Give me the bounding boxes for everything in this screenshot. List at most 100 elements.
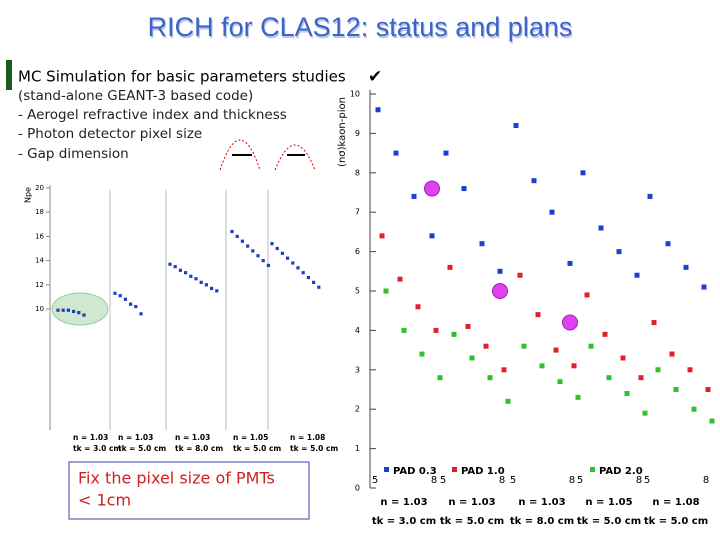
data-point: [82, 313, 86, 317]
data-point: [72, 309, 76, 314]
data-point: [447, 264, 453, 270]
group-label: tk = 3.0 cm: [372, 516, 436, 527]
data-point: [687, 367, 693, 373]
note: (stand-alone GEANT-3 based code): [18, 88, 253, 104]
data-point: [280, 251, 284, 255]
data-point: [567, 260, 573, 266]
group-label: tk = 5.0 cm: [644, 516, 708, 527]
data-point: [251, 249, 255, 253]
data-point: [429, 233, 435, 239]
data-point: [479, 241, 485, 247]
data-point: [383, 288, 389, 294]
data-point: [411, 193, 417, 199]
data-point: [246, 244, 250, 248]
data-point: [517, 272, 523, 278]
x-tick-label: 5: [577, 475, 583, 486]
data-point: [465, 323, 471, 329]
data-point: [501, 367, 507, 373]
data-point: [118, 294, 122, 298]
data-point: [651, 320, 657, 326]
data-point: [415, 304, 421, 310]
y-tick-label: 12: [35, 281, 44, 289]
callout-box: [68, 461, 310, 520]
bullet-text: MC Simulation for basic parameters studi…: [18, 68, 346, 86]
data-point: [199, 280, 203, 284]
data-point: [256, 254, 260, 258]
data-point: [443, 150, 449, 156]
data-point: [505, 398, 511, 404]
group-label: tk = 3.0 cm: [73, 444, 121, 453]
y-tick-label: 9: [355, 129, 360, 138]
data-point: [379, 233, 385, 239]
data-point: [624, 390, 630, 396]
data-point: [539, 363, 545, 369]
data-point: [194, 277, 198, 281]
note: - Aerogel refractive index and thickness: [18, 107, 287, 123]
data-point: [317, 285, 321, 289]
data-point: [669, 351, 675, 357]
data-point: [266, 263, 270, 268]
group-label: tk = 5.0 cm: [118, 444, 166, 453]
data-point: [602, 331, 608, 337]
x-tick-label: 8: [703, 475, 709, 486]
legend-swatch: [590, 467, 595, 472]
note: - Photon detector pixel size: [18, 126, 202, 142]
data-point: [433, 327, 439, 333]
group-label: n = 1.08: [290, 433, 325, 442]
group-label: n = 1.05: [585, 497, 632, 508]
note: - Gap dimension: [18, 146, 129, 162]
y-tick-label: 18: [35, 208, 44, 216]
data-point: [56, 308, 60, 312]
data-point: [647, 193, 653, 199]
data-point: [616, 249, 622, 255]
y-tick-label: 6: [355, 247, 360, 256]
right-y-label: (nσ)kaon-pion: [337, 97, 348, 167]
data-point: [451, 331, 457, 337]
data-point: [401, 327, 407, 333]
data-point: [606, 375, 612, 381]
data-point: [513, 123, 519, 129]
group-label: tk = 5.0 cm: [290, 444, 338, 453]
data-point: [580, 170, 586, 176]
data-point: [178, 268, 182, 272]
legend-label: PAD 2.0: [599, 466, 643, 477]
data-point: [230, 229, 234, 234]
group-label: n = 1.03: [175, 433, 210, 442]
data-point: [571, 363, 577, 369]
legend-label: PAD 1.0: [461, 466, 505, 477]
y-tick-label: 5: [355, 287, 360, 296]
title-shadow: RICH for CLAS12: status and plans: [149, 14, 574, 44]
data-point: [375, 107, 381, 113]
data-point: [598, 225, 604, 231]
data-point: [549, 209, 555, 215]
group-label: n = 1.08: [652, 497, 699, 508]
legend-swatch: [384, 467, 389, 472]
data-point: [557, 379, 563, 385]
data-point: [270, 242, 274, 246]
highlight: [492, 283, 508, 299]
x-tick-label: 8: [569, 475, 575, 486]
slide-title: RICH for CLAS12: status and plans: [148, 12, 573, 42]
data-point: [461, 186, 467, 192]
data-point: [701, 284, 707, 290]
group-label: n = 1.03: [380, 497, 427, 508]
data-point: [235, 234, 239, 238]
data-point: [483, 343, 489, 349]
data-point: [139, 312, 143, 316]
data-point: [588, 343, 594, 349]
data-point: [665, 241, 671, 247]
group-label: tk = 5.0 cm: [440, 516, 504, 527]
group-label: n = 1.05: [233, 433, 268, 442]
data-point: [634, 272, 640, 278]
callout-text: < 1cm: [78, 491, 131, 510]
y-tick-label: 14: [35, 257, 44, 265]
y-tick-label: 3: [355, 365, 360, 374]
sigma-sketch: [219, 139, 316, 171]
data-point: [683, 264, 689, 270]
group-label: tk = 5.0 cm: [233, 444, 281, 453]
x-tick-label: 8: [499, 475, 505, 486]
data-point: [66, 308, 70, 312]
data-point: [210, 286, 214, 291]
